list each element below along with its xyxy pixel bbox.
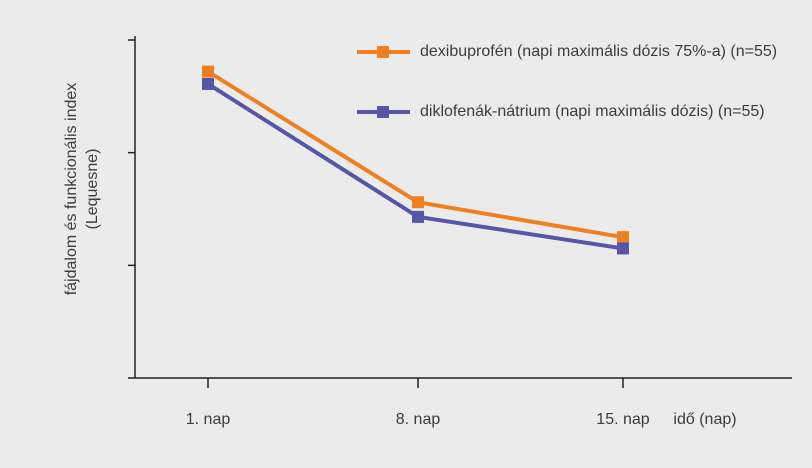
marker <box>412 196 424 209</box>
x-axis-title: idő (nap) <box>673 411 736 428</box>
x-tick-label: 15. nap <box>596 411 649 428</box>
y-axis-title: fájdalom és funkcionális index (Lequesne… <box>63 82 101 296</box>
legend-marker <box>377 106 389 118</box>
legend-label: dexibuprofén (napi maximális dózis 75%-a… <box>420 43 778 60</box>
marker <box>412 210 424 223</box>
legend-label: diklofenák-nátrium (napi maximális dózis… <box>420 103 765 120</box>
marker <box>202 77 214 90</box>
x-tick-label: 1. nap <box>186 411 231 428</box>
legend-marker <box>377 46 389 58</box>
marker <box>202 65 214 78</box>
marker <box>617 231 629 244</box>
marker <box>617 242 629 255</box>
x-tick-label: 8. nap <box>396 411 441 428</box>
